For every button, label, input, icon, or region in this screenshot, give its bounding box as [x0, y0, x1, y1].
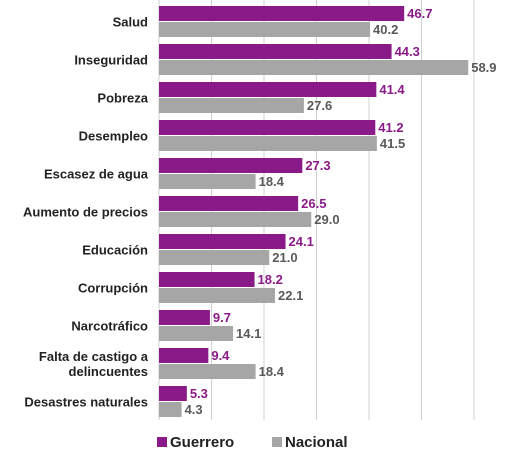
data-label: 27.3 [305, 158, 330, 173]
legend-swatch [157, 437, 167, 447]
bar [159, 364, 256, 379]
bar [159, 6, 405, 21]
data-label: 22.1 [278, 288, 303, 303]
data-label: 41.2 [378, 120, 403, 135]
data-label: 21.0 [272, 250, 297, 265]
data-label: 26.5 [301, 196, 326, 211]
data-label: 40.2 [373, 22, 398, 37]
data-label: 24.1 [289, 234, 314, 249]
legend-label: Nacional [285, 434, 348, 451]
bar [159, 212, 312, 227]
y-tick-label: Desempleo [78, 128, 148, 144]
bar [159, 158, 303, 173]
y-tick-label: Escasez de agua [43, 166, 148, 182]
bar [159, 402, 182, 417]
y-tick-label: Educación [82, 242, 148, 258]
data-label: 29.0 [314, 212, 339, 227]
bar [159, 196, 299, 211]
y-tick-label: Pobreza [97, 90, 148, 106]
bar [159, 310, 210, 325]
y-tick-label: Desastres naturales [24, 394, 148, 410]
data-label: 46.7 [407, 6, 432, 21]
data-label: 41.5 [380, 136, 405, 151]
data-label: 5.3 [190, 386, 208, 401]
data-label: 27.6 [307, 98, 332, 113]
data-label: 41.4 [379, 82, 405, 97]
bar [159, 44, 392, 59]
bar [159, 60, 469, 75]
data-label: 58.9 [471, 60, 496, 75]
data-label: 18.2 [258, 272, 283, 287]
bar [159, 326, 234, 341]
data-label: 14.1 [236, 326, 261, 341]
bar [159, 386, 187, 401]
bar [159, 288, 276, 303]
bar [159, 348, 209, 363]
bar [159, 250, 270, 265]
bar [159, 98, 304, 113]
bar [159, 174, 256, 189]
data-label: 18.4 [259, 174, 285, 189]
data-label: 9.4 [211, 348, 230, 363]
bar [159, 234, 286, 249]
bar [159, 82, 377, 97]
legend-label: Guerrero [170, 434, 234, 451]
legend-swatch [272, 437, 282, 447]
bar [159, 22, 371, 37]
y-tick-label: Falta de castigo a delincuentes [38, 349, 148, 379]
y-tick-label: Inseguridad [74, 52, 148, 68]
data-label: 9.7 [213, 310, 231, 325]
bar [159, 120, 376, 135]
data-label: 18.4 [259, 364, 285, 379]
bar [159, 272, 255, 287]
data-label: 44.3 [395, 44, 420, 59]
y-tick-label: Salud [112, 14, 148, 30]
y-tick-label: Narcotráfico [71, 318, 148, 334]
y-tick-label: Corrupción [77, 280, 148, 296]
bar [159, 136, 377, 151]
y-tick-label: Aumento de precios [23, 204, 148, 220]
data-label: 4.3 [185, 402, 203, 417]
